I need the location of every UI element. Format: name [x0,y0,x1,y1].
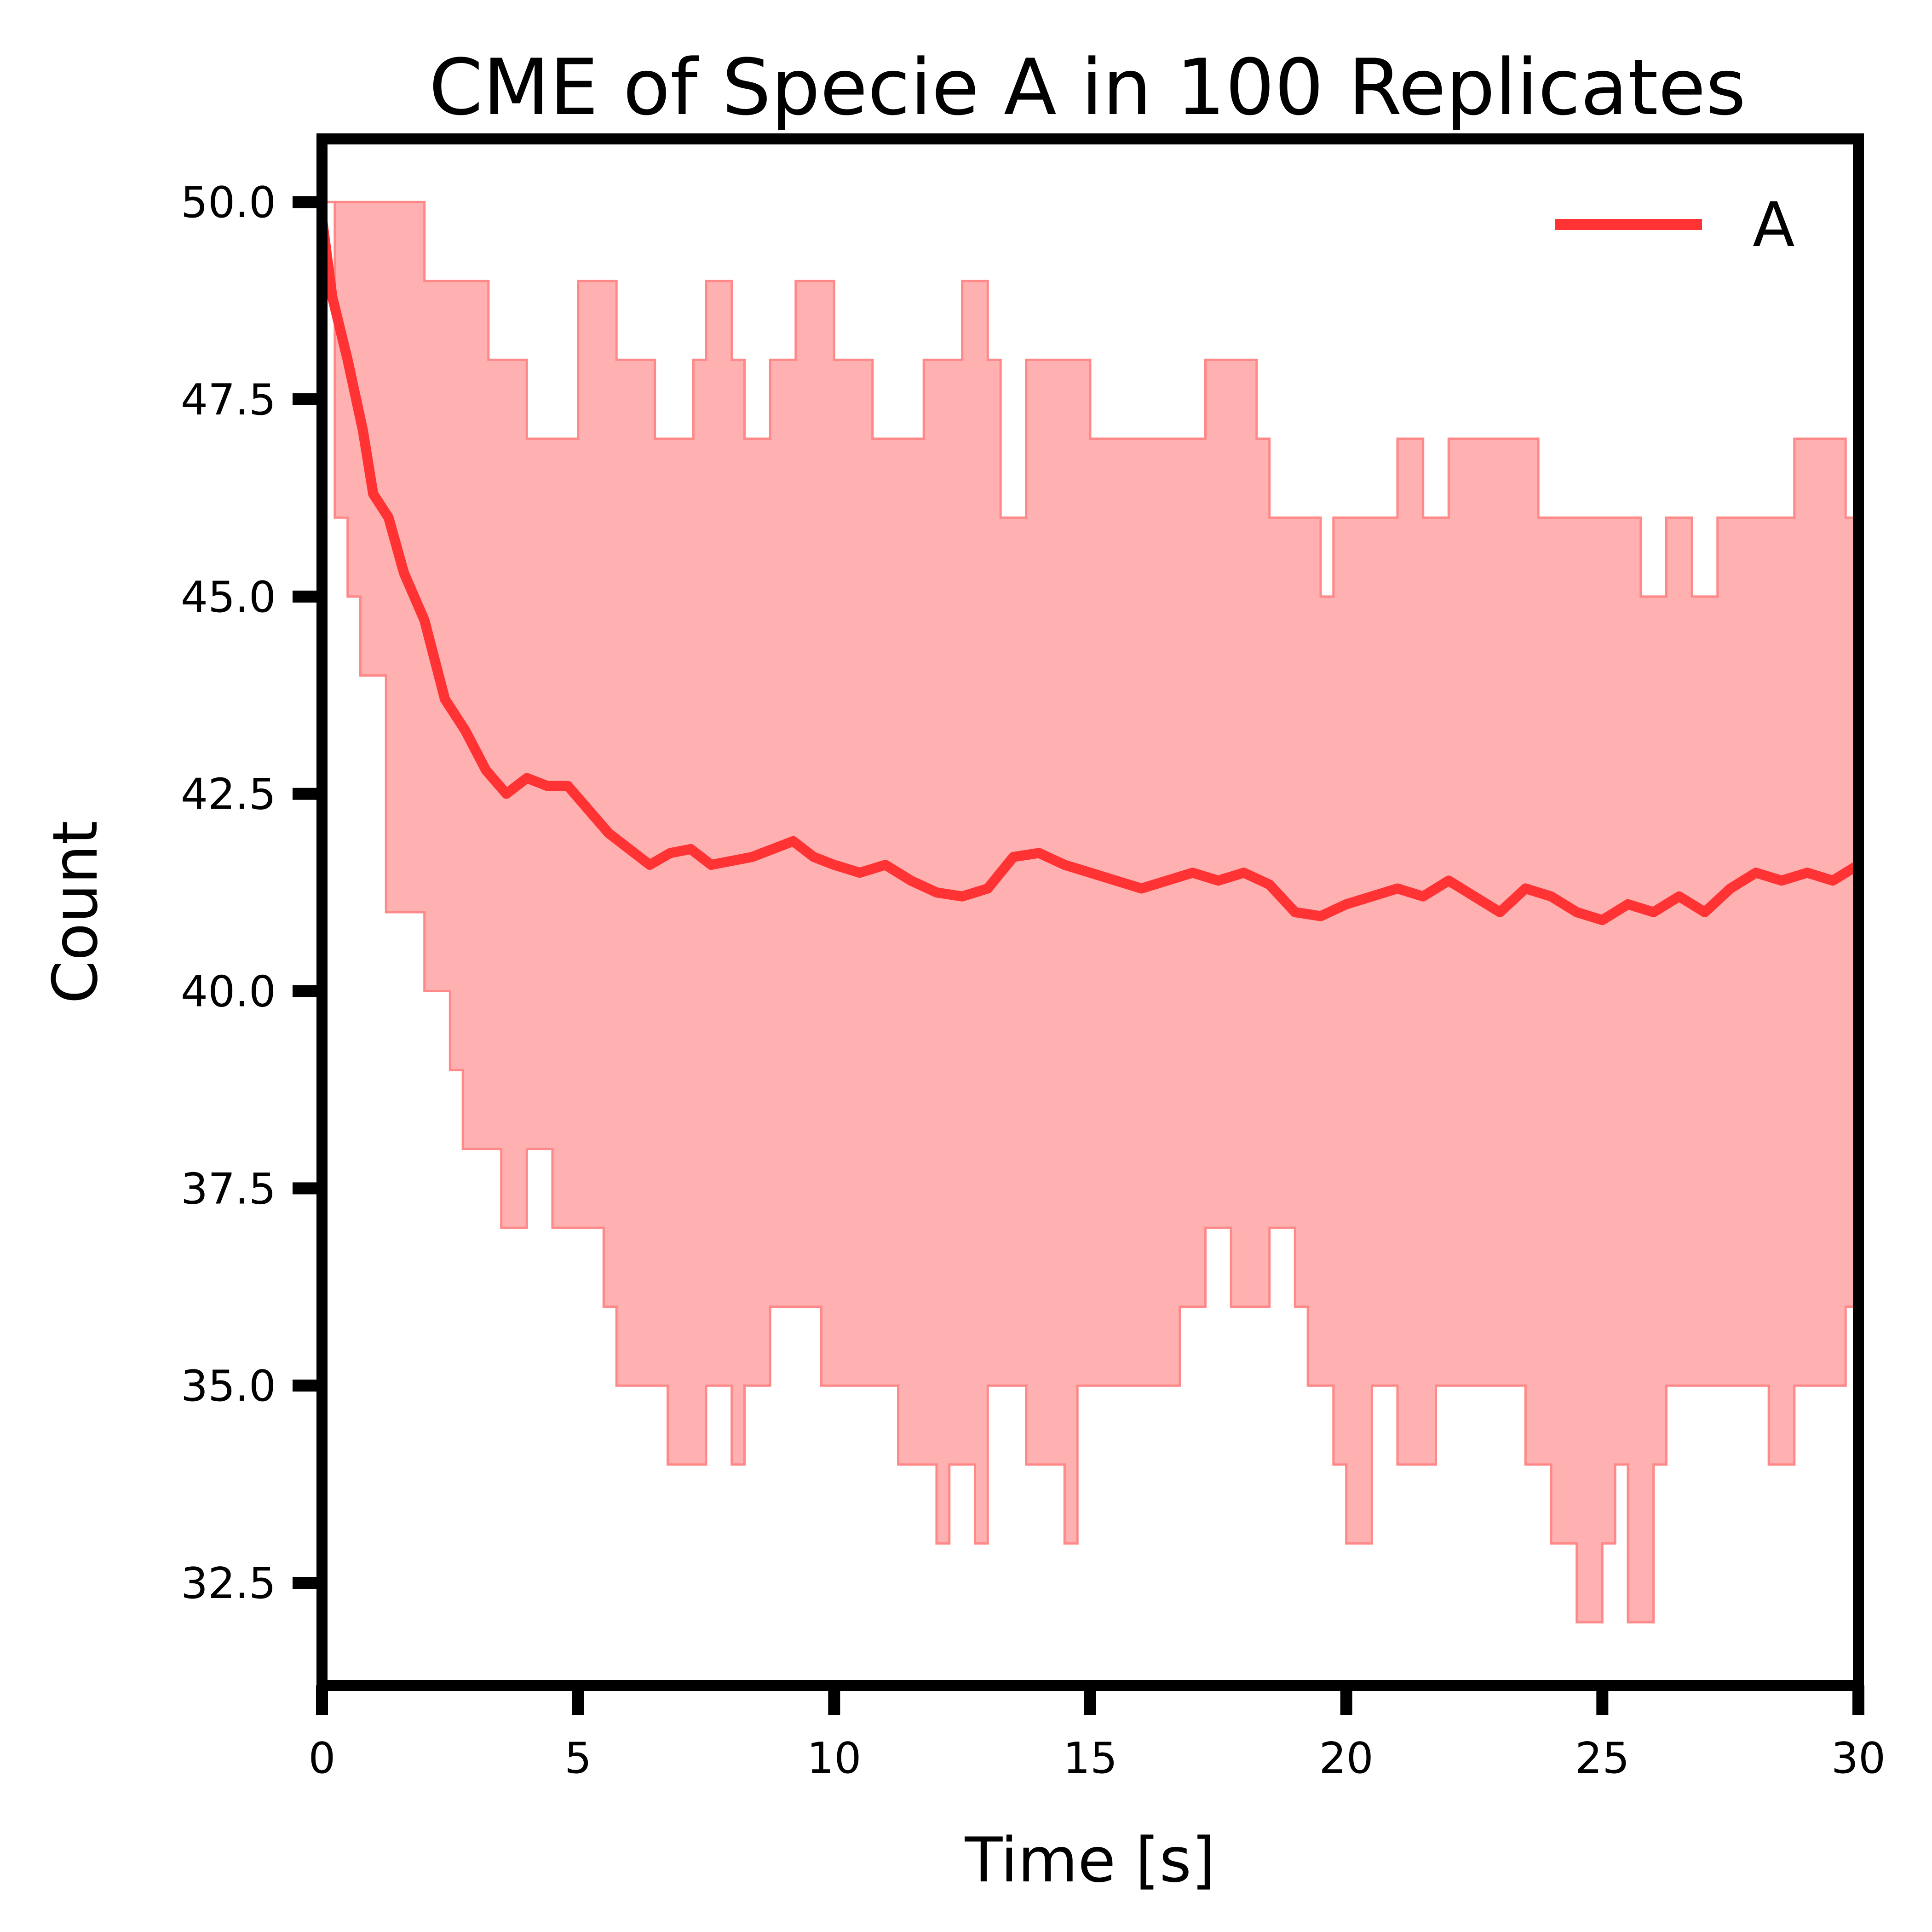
band-lower-edge [322,201,1858,1624]
legend-label-a: A [1753,189,1795,261]
replicate-range-band [322,202,1858,1622]
x-tick-label: 20 [1319,1733,1373,1783]
y-tick-label: 32.5 [181,1558,276,1608]
legend: A [1555,189,1795,261]
x-tick-label: 30 [1831,1733,1886,1783]
y-tick-label: 42.5 [181,770,276,819]
y-axis-label: Count [40,821,111,1004]
y-tick-label: 45.0 [181,572,276,622]
series-line-a [317,213,1863,926]
y-tick-label: 35.0 [181,1361,276,1411]
x-axis-label: Time [s] [965,1824,1216,1896]
x-tick-label: 25 [1575,1733,1629,1783]
band-layer [322,201,1860,1624]
x-tick-label: 5 [564,1733,592,1783]
y-tick-label: 47.5 [181,375,276,425]
y-tick-label: 50.0 [181,178,276,227]
x-tick-label: 0 [308,1733,335,1783]
y-tick-label: 40.0 [181,967,276,1017]
x-tick-label: 10 [807,1733,861,1783]
series-layer [317,213,1863,926]
band-upper-edge [322,201,1860,598]
y-axis: 32.5 35.0 37.5 40.0 42.5 45.0 47.5 50.0 [181,178,322,1608]
x-axis: 0 5 10 15 20 25 30 [308,1685,1886,1783]
chart-title: CME of Specie A in 100 Replicates [429,42,1746,132]
y-tick-label: 37.5 [181,1164,276,1213]
x-tick-label: 15 [1063,1733,1117,1783]
